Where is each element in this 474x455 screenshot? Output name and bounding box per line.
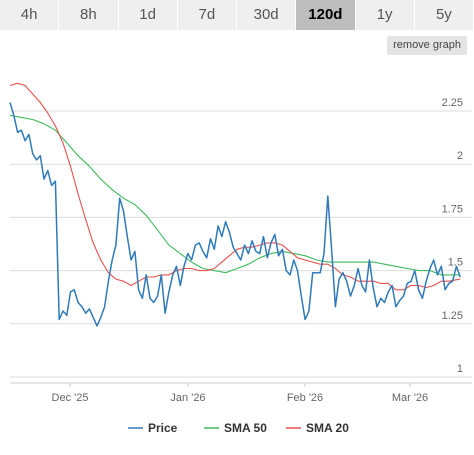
y-tick-label: 2 [457,150,463,162]
y-tick-label: 1.5 [448,257,463,269]
legend-label: SMA 50 [224,421,267,435]
y-tick-label: 1.75 [442,203,463,215]
y-tick-label: 1 [457,363,463,375]
tab-1d[interactable]: 1d [118,0,178,30]
x-tick-label: Jan '26 [170,392,205,404]
time-range-tabs: 4h 8h 1d 7d 30d 120d 1y 5y [0,0,474,30]
remove-graph-button[interactable]: remove graph [387,36,467,55]
x-tick-label: Dec '25 [52,392,89,404]
tab-30d[interactable]: 30d [237,0,297,30]
tab-7d[interactable]: 7d [177,0,237,30]
y-tick-label: 2.25 [442,97,463,109]
tab-8h[interactable]: 8h [59,0,119,30]
x-tick-label: Feb '26 [287,392,323,404]
tab-4h[interactable]: 4h [0,0,60,30]
series-line-sma-50 [9,114,461,276]
tab-1y[interactable]: 1y [355,0,415,30]
series-line-sma-20 [9,82,461,291]
x-tick-label: Mar '26 [392,392,428,404]
series-line-price [9,102,461,327]
legend-label: SMA 20 [306,421,349,435]
legend-label: Price [148,421,178,435]
tab-120d[interactable]: 120d [296,0,356,30]
tab-5y[interactable]: 5y [414,0,474,30]
y-tick-label: 1.25 [442,310,463,322]
